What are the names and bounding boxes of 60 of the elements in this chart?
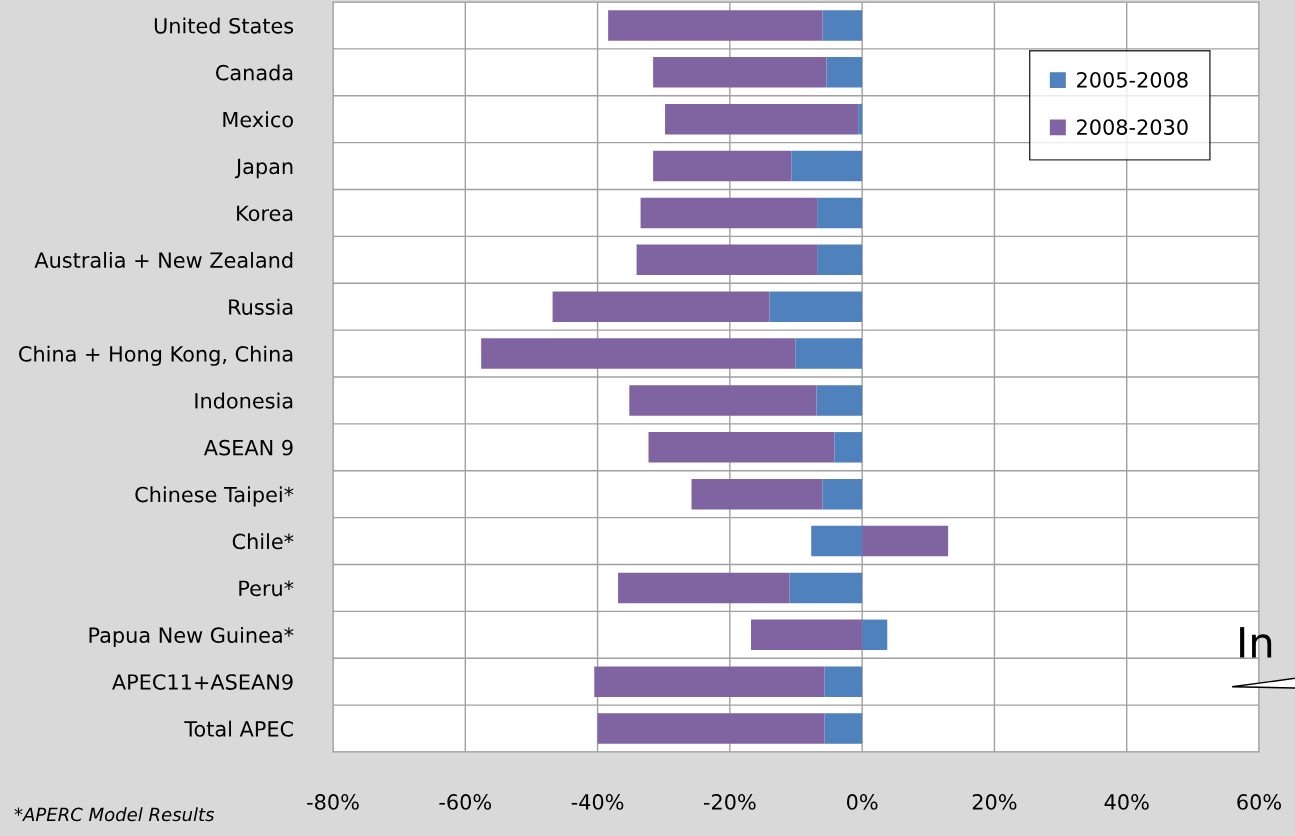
bar xyxy=(834,432,863,463)
y-tick-label: Chile* xyxy=(232,533,294,550)
bar xyxy=(858,103,863,135)
y-tick-label: APEC11+ASEAN9 xyxy=(112,674,293,690)
x-tick-label: -80% xyxy=(307,794,359,810)
bar xyxy=(817,197,863,229)
bar xyxy=(640,197,818,229)
y-tick-label: Total APEC xyxy=(184,720,293,737)
x-tick-label: -20% xyxy=(703,794,756,810)
bar xyxy=(822,10,863,41)
bar xyxy=(791,150,863,182)
x-tick-label: -40% xyxy=(571,794,624,810)
bar xyxy=(597,713,825,744)
bar xyxy=(618,572,790,604)
y-tick-label: Japan xyxy=(234,158,293,179)
y-tick-label: Indonesia xyxy=(195,392,293,409)
y-tick-label: ASEAN 9 xyxy=(203,439,293,456)
bar xyxy=(769,291,863,322)
bar xyxy=(636,244,818,276)
bar xyxy=(665,103,859,135)
x-tick-label: 0% xyxy=(846,794,878,810)
bar xyxy=(862,619,888,651)
y-tick-label: Canada xyxy=(216,64,293,81)
x-tick-label: 40% xyxy=(1104,794,1149,810)
legend-label: 2008-2030 xyxy=(1077,119,1188,135)
bar xyxy=(816,385,863,416)
bar xyxy=(608,10,823,41)
bar xyxy=(648,432,835,463)
y-tick-label: China + Hong Kong, China xyxy=(19,345,293,366)
y-tick-label: United States xyxy=(154,17,294,34)
y-tick-label: Mexico xyxy=(223,111,293,128)
bar xyxy=(481,338,796,369)
y-tick-label: Korea xyxy=(237,205,293,222)
bar xyxy=(795,338,863,369)
bar xyxy=(594,666,825,697)
legend-label: 2005-2008 xyxy=(1077,71,1188,88)
bar xyxy=(653,57,827,88)
y-tick-label: Chinese Taipei* xyxy=(135,486,294,507)
bar xyxy=(691,478,823,510)
bar xyxy=(629,385,817,416)
bar xyxy=(653,150,792,182)
x-tick-label: 20% xyxy=(972,794,1017,810)
bar xyxy=(552,291,770,322)
bar xyxy=(826,57,863,88)
y-tick-label: Australia + New Zealand xyxy=(34,251,293,269)
bar xyxy=(751,619,863,651)
x-tick-label: 60% xyxy=(1237,794,1281,810)
bar xyxy=(817,244,863,276)
bar xyxy=(824,666,863,697)
y-tick-label: Russia xyxy=(229,298,293,315)
bar xyxy=(822,478,863,510)
bar xyxy=(862,525,949,557)
bar xyxy=(789,572,863,604)
y-tick-label: Peru* xyxy=(239,580,294,597)
bar xyxy=(824,713,863,744)
annotation: In xyxy=(1240,627,1272,658)
x-tick-label: -60% xyxy=(439,794,492,810)
text: *APERC Model Results xyxy=(14,807,215,822)
y-tick-label: Papua New Guinea* xyxy=(89,626,294,648)
bar xyxy=(811,525,863,557)
